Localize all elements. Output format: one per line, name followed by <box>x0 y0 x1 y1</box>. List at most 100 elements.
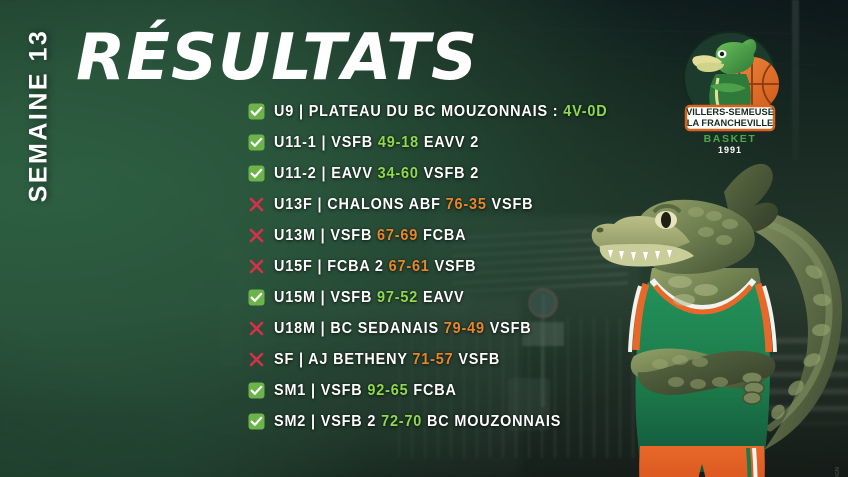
logo-line2: LA FRANCHEVILLE <box>687 118 773 128</box>
result-row: U18M | BC SEDANAIS 79-49 VSFB <box>248 313 808 344</box>
logo-line1: VILLERS-SEMEUSE <box>686 107 774 117</box>
result-home-team: FCBA 2 <box>327 257 384 275</box>
result-score: 76-35 <box>445 195 487 213</box>
result-text: U11-1 | VSFB 49-18 EAVV 2 <box>274 134 479 152</box>
result-category: U15M <box>274 288 316 306</box>
result-separator: | <box>320 226 326 244</box>
result-row: SF | AJ BETHENY 71-57 VSFB <box>248 344 808 375</box>
result-text: U9 | PLATEAU DU BC MOUZONNAIS : 4V-0D <box>274 103 608 121</box>
result-text: U13M | VSFB 67-69 FCBA <box>274 227 466 245</box>
cross-icon <box>248 227 274 244</box>
result-text: SM1 | VSFB 92-65 FCBA <box>274 382 457 400</box>
result-text: U18M | BC SEDANAIS 79-49 VSFB <box>274 320 532 338</box>
check-icon <box>248 165 274 182</box>
result-score: 49-18 <box>377 133 419 151</box>
result-row: U15F | FCBA 2 67-61 VSFB <box>248 251 808 282</box>
result-home-team: VSFB <box>320 381 363 399</box>
result-separator: | <box>311 412 316 430</box>
cross-icon <box>248 258 274 275</box>
result-away-team: VSFB <box>434 257 477 275</box>
result-score: 4V-0D <box>563 102 608 120</box>
result-row: U13M | VSFB 67-69 FCBA <box>248 220 808 251</box>
result-category: U18M <box>274 319 316 337</box>
result-away-team: BC MOUZONNAIS <box>427 412 562 430</box>
result-home-team: CHALONS ABF <box>327 195 441 213</box>
page-title-text: RÉSULTATS <box>76 19 478 95</box>
result-home-team: PLATEAU DU BC MOUZONNAIS : <box>308 102 559 120</box>
result-category: SM2 <box>274 412 307 430</box>
result-text: SF | AJ BETHENY 71-57 VSFB <box>274 351 500 369</box>
result-score: 67-61 <box>388 257 430 275</box>
result-away-team: VSFB <box>458 350 501 368</box>
result-away-team: FCBA <box>422 226 467 244</box>
result-text: SM2 | VSFB 2 72-70 BC MOUZONNAIS <box>274 413 561 431</box>
result-home-team: VSFB <box>330 226 373 244</box>
result-separator: | <box>298 102 304 120</box>
result-category: U15F <box>274 257 313 275</box>
check-icon <box>248 382 274 399</box>
check-icon <box>248 103 274 120</box>
result-separator: | <box>320 288 326 306</box>
week-label: SEMAINE 13 <box>16 0 62 230</box>
results-list: U9 | PLATEAU DU BC MOUZONNAIS : 4V-0D U11… <box>248 96 808 437</box>
result-away-team: VSFB 2 <box>423 164 480 182</box>
result-row: U11-2 | EAVV 34-60 VSFB 2 <box>248 158 808 189</box>
result-home-team: VSFB 2 <box>320 412 377 430</box>
result-category: SF <box>274 350 295 368</box>
result-category: U9 <box>274 102 295 120</box>
result-row: SM2 | VSFB 2 72-70 BC MOUZONNAIS <box>248 406 808 437</box>
result-separator: | <box>317 257 323 275</box>
result-score: 34-60 <box>377 164 419 182</box>
result-home-team: EAVV <box>331 164 373 182</box>
result-separator: | <box>321 164 327 182</box>
result-score: 72-70 <box>381 412 423 430</box>
result-category: U11-1 <box>274 133 317 151</box>
designer-watermark: KDDESIGN <box>830 467 842 477</box>
result-home-team: AJ BETHENY <box>308 350 408 368</box>
result-separator: | <box>320 319 326 337</box>
result-row: U15M | VSFB 97-52 EAVV <box>248 282 808 313</box>
result-separator: | <box>321 133 327 151</box>
result-separator: | <box>311 381 316 399</box>
result-row: SM1 | VSFB 92-65 FCBA <box>248 375 808 406</box>
crocodile-mascot-icon <box>556 150 848 477</box>
result-row: U11-1 | VSFB 49-18 EAVV 2 <box>248 127 808 158</box>
result-category: U13F <box>274 195 313 213</box>
check-icon <box>248 413 274 430</box>
cross-icon <box>248 351 274 368</box>
logo-year: 1991 <box>718 145 742 155</box>
result-away-team: FCBA <box>413 381 457 399</box>
result-text: U15M | VSFB 97-52 EAVV <box>274 289 465 307</box>
result-away-team: VSFB <box>491 195 534 213</box>
result-category: U13M <box>274 226 316 244</box>
result-category: SM1 <box>274 381 307 399</box>
result-row: U13F | CHALONS ABF 76-35 VSFB <box>248 189 808 220</box>
result-home-team: BC SEDANAIS <box>330 319 439 337</box>
result-away-team: VSFB <box>489 319 532 337</box>
cross-icon <box>248 196 274 213</box>
result-row: U9 | PLATEAU DU BC MOUZONNAIS : 4V-0D <box>248 96 808 127</box>
result-score: 67-69 <box>377 226 419 244</box>
week-label-text: SEMAINE 13 <box>24 28 53 202</box>
result-away-team: EAVV <box>422 288 465 306</box>
result-score: 97-52 <box>377 288 419 306</box>
result-separator: | <box>317 195 323 213</box>
result-score: 79-49 <box>443 319 485 337</box>
result-home-team: VSFB <box>330 288 373 306</box>
result-home-team: VSFB <box>331 133 374 151</box>
watermark-subtext: DESIGN <box>835 467 841 477</box>
result-away-team: EAVV 2 <box>423 133 480 151</box>
check-icon <box>248 134 274 151</box>
result-category: U11-2 <box>274 164 317 182</box>
cross-icon <box>248 320 274 337</box>
result-text: U15F | FCBA 2 67-61 VSFB <box>274 258 476 276</box>
result-text: U13F | CHALONS ABF 76-35 VSFB <box>274 196 533 214</box>
check-icon <box>248 289 274 306</box>
club-logo: VILLERS-SEMEUSE LA FRANCHEVILLE BASKET 1… <box>676 18 784 170</box>
result-score: 71-57 <box>412 350 454 368</box>
result-score: 92-65 <box>367 381 409 399</box>
logo-line3: BASKET <box>704 133 757 145</box>
result-separator: | <box>298 350 304 368</box>
page-title: RÉSULTATS <box>76 19 496 97</box>
